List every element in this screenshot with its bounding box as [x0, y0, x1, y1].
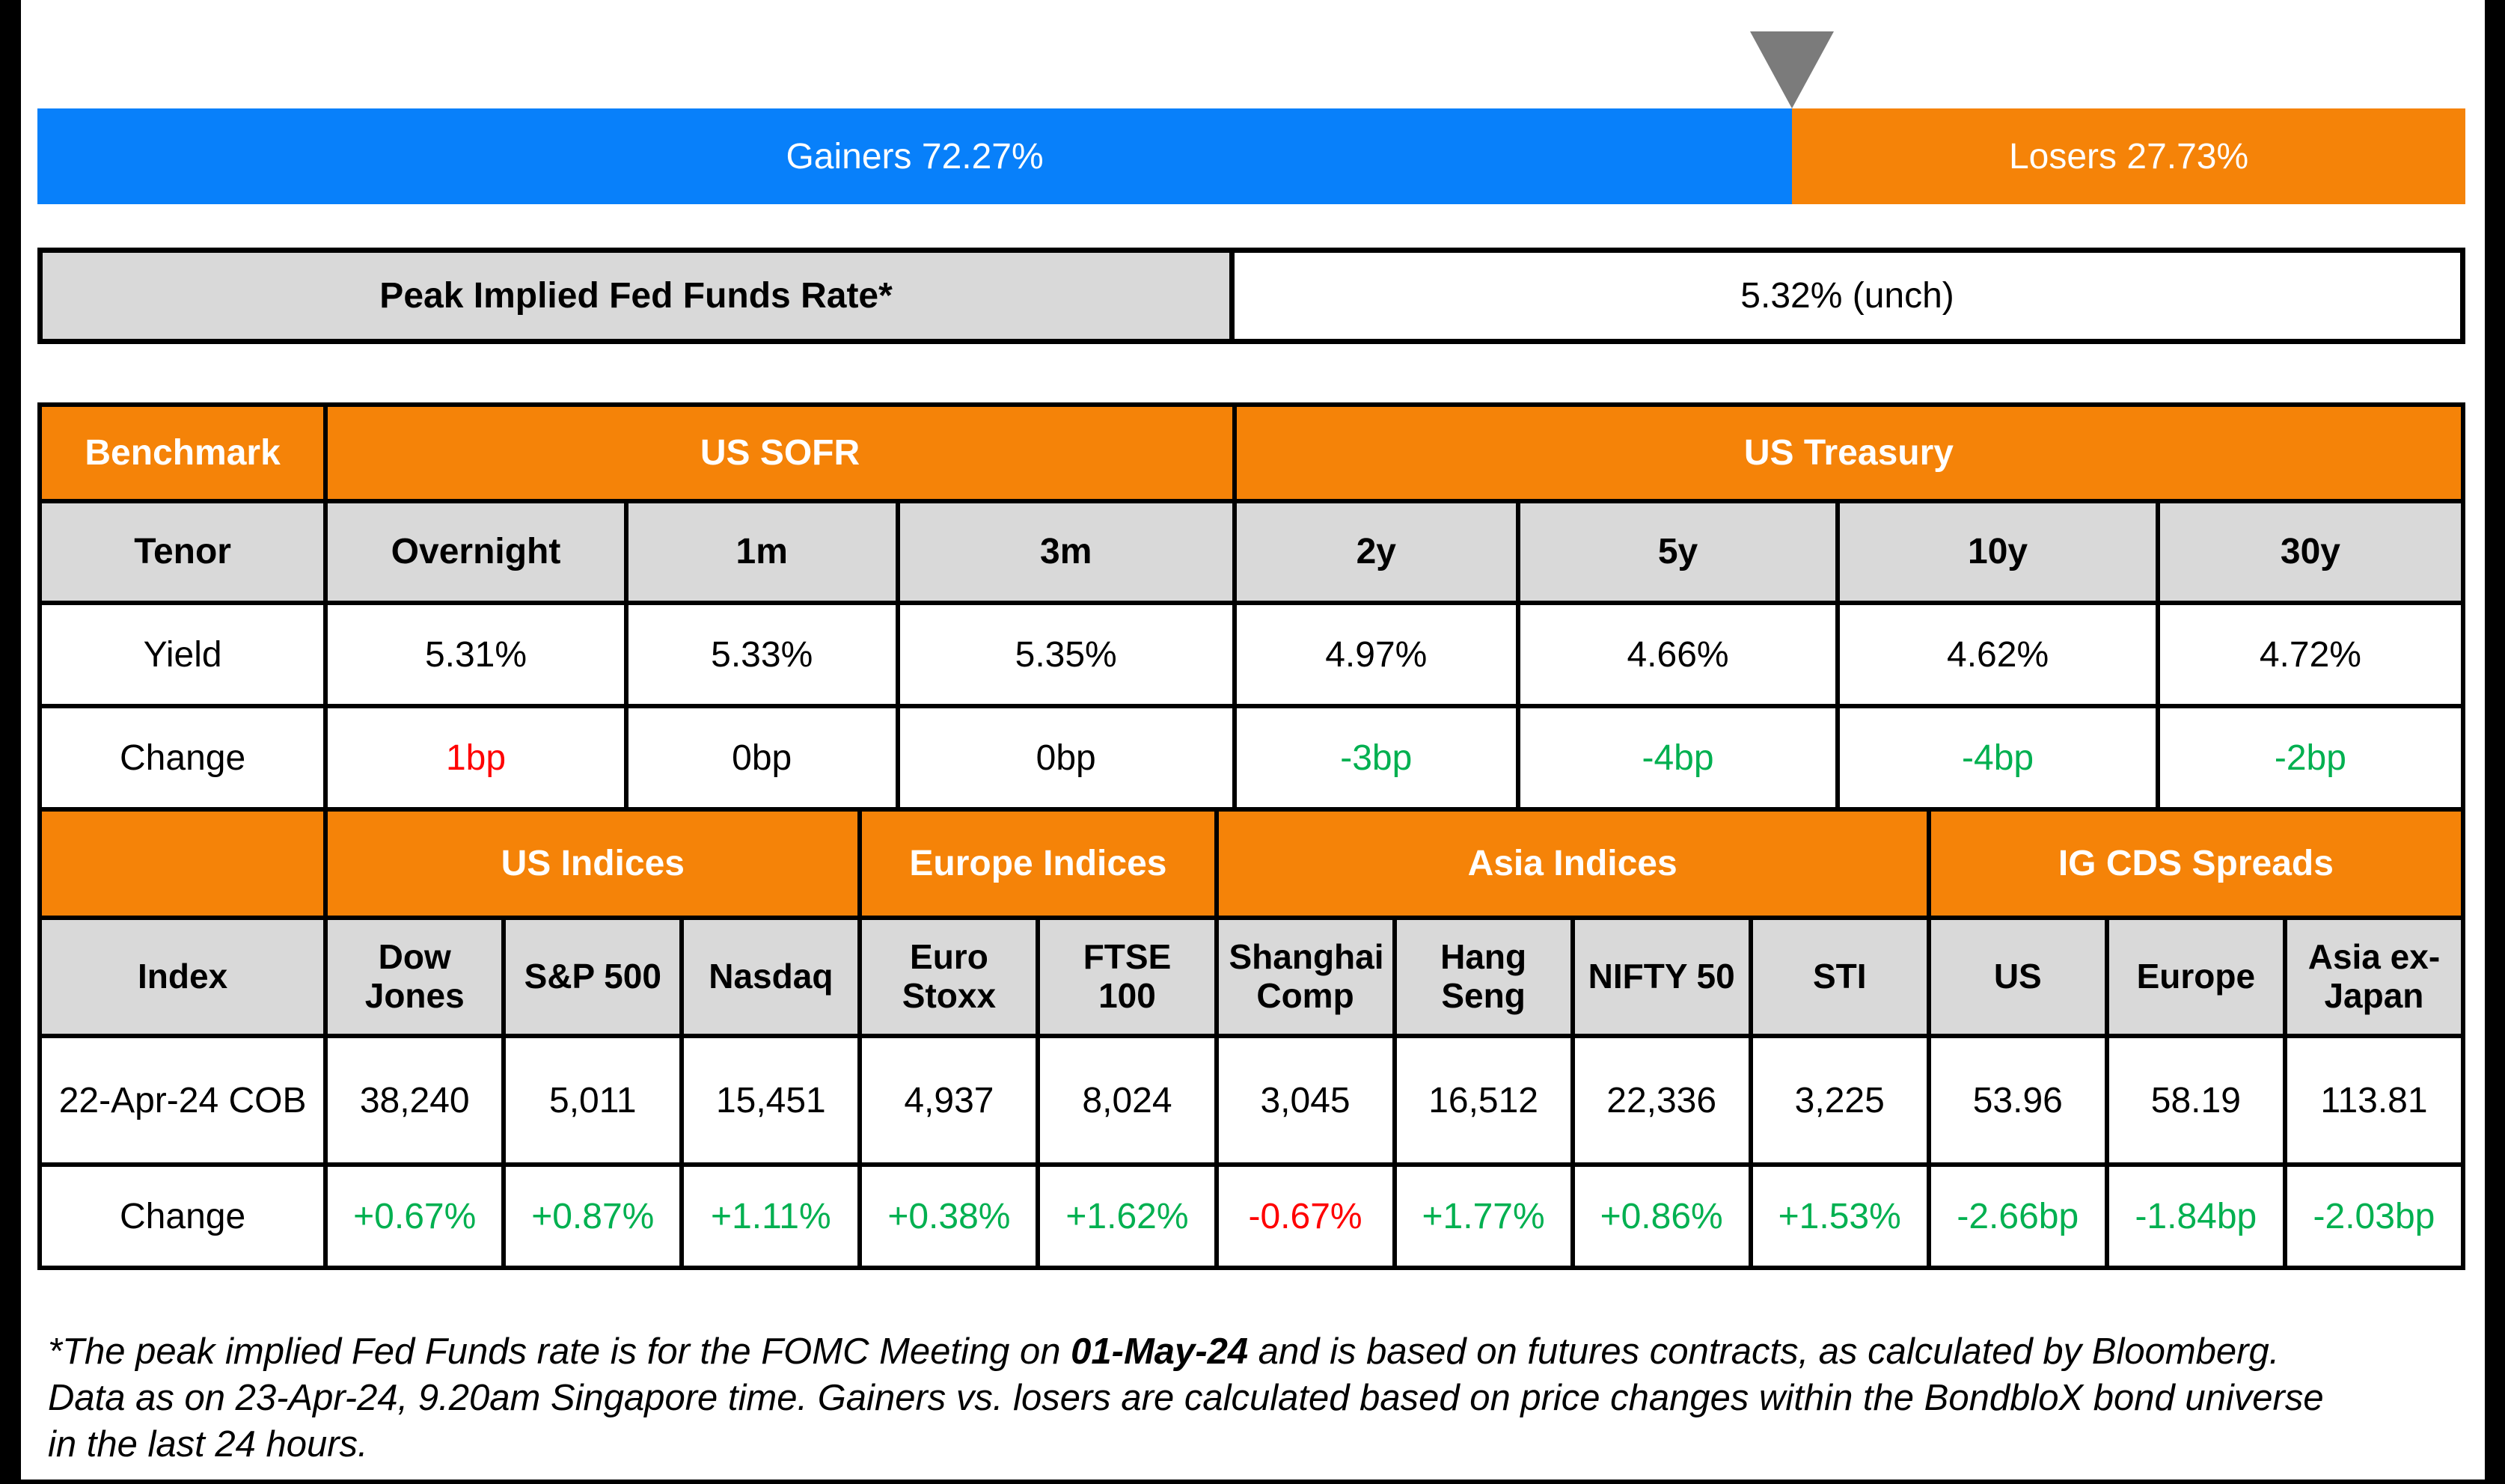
- cob-dow-jones: 38,240: [323, 1034, 507, 1167]
- cob-euro-stoxx: 4,937: [857, 1034, 1041, 1167]
- cob-cds-us: 53.96: [1926, 1034, 2109, 1167]
- index-nifty50: NIFTY 50: [1570, 916, 1753, 1038]
- yield-1m: 5.33%: [623, 601, 900, 708]
- benchmark-corner-header: Benchmark: [37, 402, 328, 503]
- index-euro-stoxx: Euro Stoxx: [857, 916, 1041, 1038]
- fed-funds-table: Peak Implied Fed Funds Rate* 5.32% (unch…: [37, 248, 2465, 344]
- tenor-overnight: Overnight: [323, 499, 628, 605]
- index-dow-jones: Dow Jones: [323, 916, 507, 1038]
- footnote-text-2: and is based on futures contracts, as ca…: [48, 1331, 2324, 1465]
- tenor-2y: 2y: [1232, 499, 1520, 605]
- index-sp500: S&P 500: [501, 916, 685, 1038]
- fed-funds-value: 5.32% (unch): [1229, 248, 2465, 344]
- us-treasury-group-header: US Treasury: [1232, 402, 2466, 503]
- change-cds-europe: -1.84bp: [2104, 1162, 2287, 1270]
- down-triangle-icon: [1750, 31, 1835, 108]
- yield-30y: 4.72%: [2155, 601, 2466, 708]
- tenor-1m: 1m: [623, 499, 900, 605]
- tenor-30y: 30y: [2155, 499, 2466, 605]
- marker-area: [37, 0, 2465, 108]
- benchmark-table: Benchmark US SOFR US Treasury Tenor Over…: [37, 402, 2466, 812]
- change-1m: 0bp: [623, 704, 900, 812]
- cob-row-label: 22-Apr-24 COB: [37, 1034, 328, 1167]
- change-overnight: 1bp: [323, 704, 628, 812]
- cob-sp500: 5,011: [501, 1034, 685, 1167]
- change-cds-asia-ex-japan: -2.03bp: [2282, 1162, 2466, 1270]
- change-sti: +1.53%: [1748, 1162, 1931, 1270]
- indices-change-row-label: Change: [37, 1162, 328, 1270]
- change-5y: -4bp: [1515, 704, 1841, 812]
- change-3m: 0bp: [895, 704, 1237, 812]
- indices-corner-header: [37, 807, 328, 920]
- cds-us: US: [1926, 916, 2109, 1038]
- footnote: *The peak implied Fed Funds rate is for …: [48, 1328, 2352, 1468]
- change-nasdaq: +1.11%: [679, 1162, 863, 1270]
- losers-label: Losers 27.73%: [2008, 136, 2249, 177]
- cob-ftse100: 8,024: [1036, 1034, 1219, 1167]
- cob-hang-seng: 16,512: [1392, 1034, 1575, 1167]
- cds-europe: Europe: [2104, 916, 2287, 1038]
- us-indices-group-header: US Indices: [323, 807, 863, 920]
- yield-3m: 5.35%: [895, 601, 1237, 708]
- tenor-5y: 5y: [1515, 499, 1841, 605]
- us-sofr-group-header: US SOFR: [323, 402, 1237, 503]
- change-10y: -4bp: [1835, 704, 2160, 812]
- benchmark-change-row-label: Change: [37, 704, 328, 812]
- cob-shanghai-comp: 3,045: [1214, 1034, 1397, 1167]
- cob-cds-asia-ex-japan: 113.81: [2282, 1034, 2466, 1167]
- index-ftse100: FTSE 100: [1036, 916, 1219, 1038]
- yield-row-label: Yield: [37, 601, 328, 708]
- change-nifty50: +0.86%: [1570, 1162, 1753, 1270]
- ig-cds-group-header: IG CDS Spreads: [1926, 807, 2466, 920]
- cob-nifty50: 22,336: [1570, 1034, 1753, 1167]
- change-2y: -3bp: [1232, 704, 1520, 812]
- cob-cds-europe: 58.19: [2104, 1034, 2287, 1167]
- change-30y: -2bp: [2155, 704, 2466, 812]
- yield-overnight: 5.31%: [323, 601, 628, 708]
- index-row-label: Index: [37, 916, 328, 1038]
- indices-table: US Indices Europe Indices Asia Indices I…: [37, 807, 2466, 1270]
- yield-5y: 4.66%: [1515, 601, 1841, 708]
- change-ftse100: +1.62%: [1036, 1162, 1219, 1270]
- tenor-row-label: Tenor: [37, 499, 328, 605]
- cob-sti: 3,225: [1748, 1034, 1931, 1167]
- change-hang-seng: +1.77%: [1392, 1162, 1575, 1270]
- tenor-3m: 3m: [895, 499, 1237, 605]
- dashboard-page: Gainers 72.27% Losers 27.73% Peak Implie…: [21, 0, 2485, 1468]
- index-hang-seng: Hang Seng: [1392, 916, 1575, 1038]
- change-shanghai-comp: -0.67%: [1214, 1162, 1397, 1270]
- change-dow-jones: +0.67%: [323, 1162, 507, 1270]
- change-sp500: +0.87%: [501, 1162, 685, 1270]
- index-nasdaq: Nasdaq: [679, 916, 863, 1038]
- losers-bar-segment: Losers 27.73%: [1792, 108, 2465, 204]
- yield-10y: 4.62%: [1835, 601, 2160, 708]
- footnote-bold-date: 01-May-24: [1071, 1331, 1249, 1372]
- europe-indices-group-header: Europe Indices: [857, 807, 1219, 920]
- yield-2y: 4.97%: [1232, 601, 1520, 708]
- footnote-text-1: *The peak implied Fed Funds rate is for …: [48, 1331, 1071, 1372]
- tenor-10y: 10y: [1835, 499, 2160, 605]
- gainers-bar-segment: Gainers 72.27%: [37, 108, 1793, 204]
- gainers-label: Gainers 72.27%: [786, 136, 1044, 177]
- index-shanghai-comp: Shanghai Comp: [1214, 916, 1397, 1038]
- asia-indices-group-header: Asia Indices: [1214, 807, 1931, 920]
- index-sti: STI: [1748, 916, 1931, 1038]
- gainers-losers-bar: Gainers 72.27% Losers 27.73%: [37, 108, 2465, 204]
- change-euro-stoxx: +0.38%: [857, 1162, 1041, 1270]
- change-cds-us: -2.66bp: [1926, 1162, 2109, 1270]
- cob-nasdaq: 15,451: [679, 1034, 863, 1167]
- fed-funds-label: Peak Implied Fed Funds Rate*: [37, 248, 1235, 344]
- cds-asia-ex-japan: Asia ex-Japan: [2282, 916, 2466, 1038]
